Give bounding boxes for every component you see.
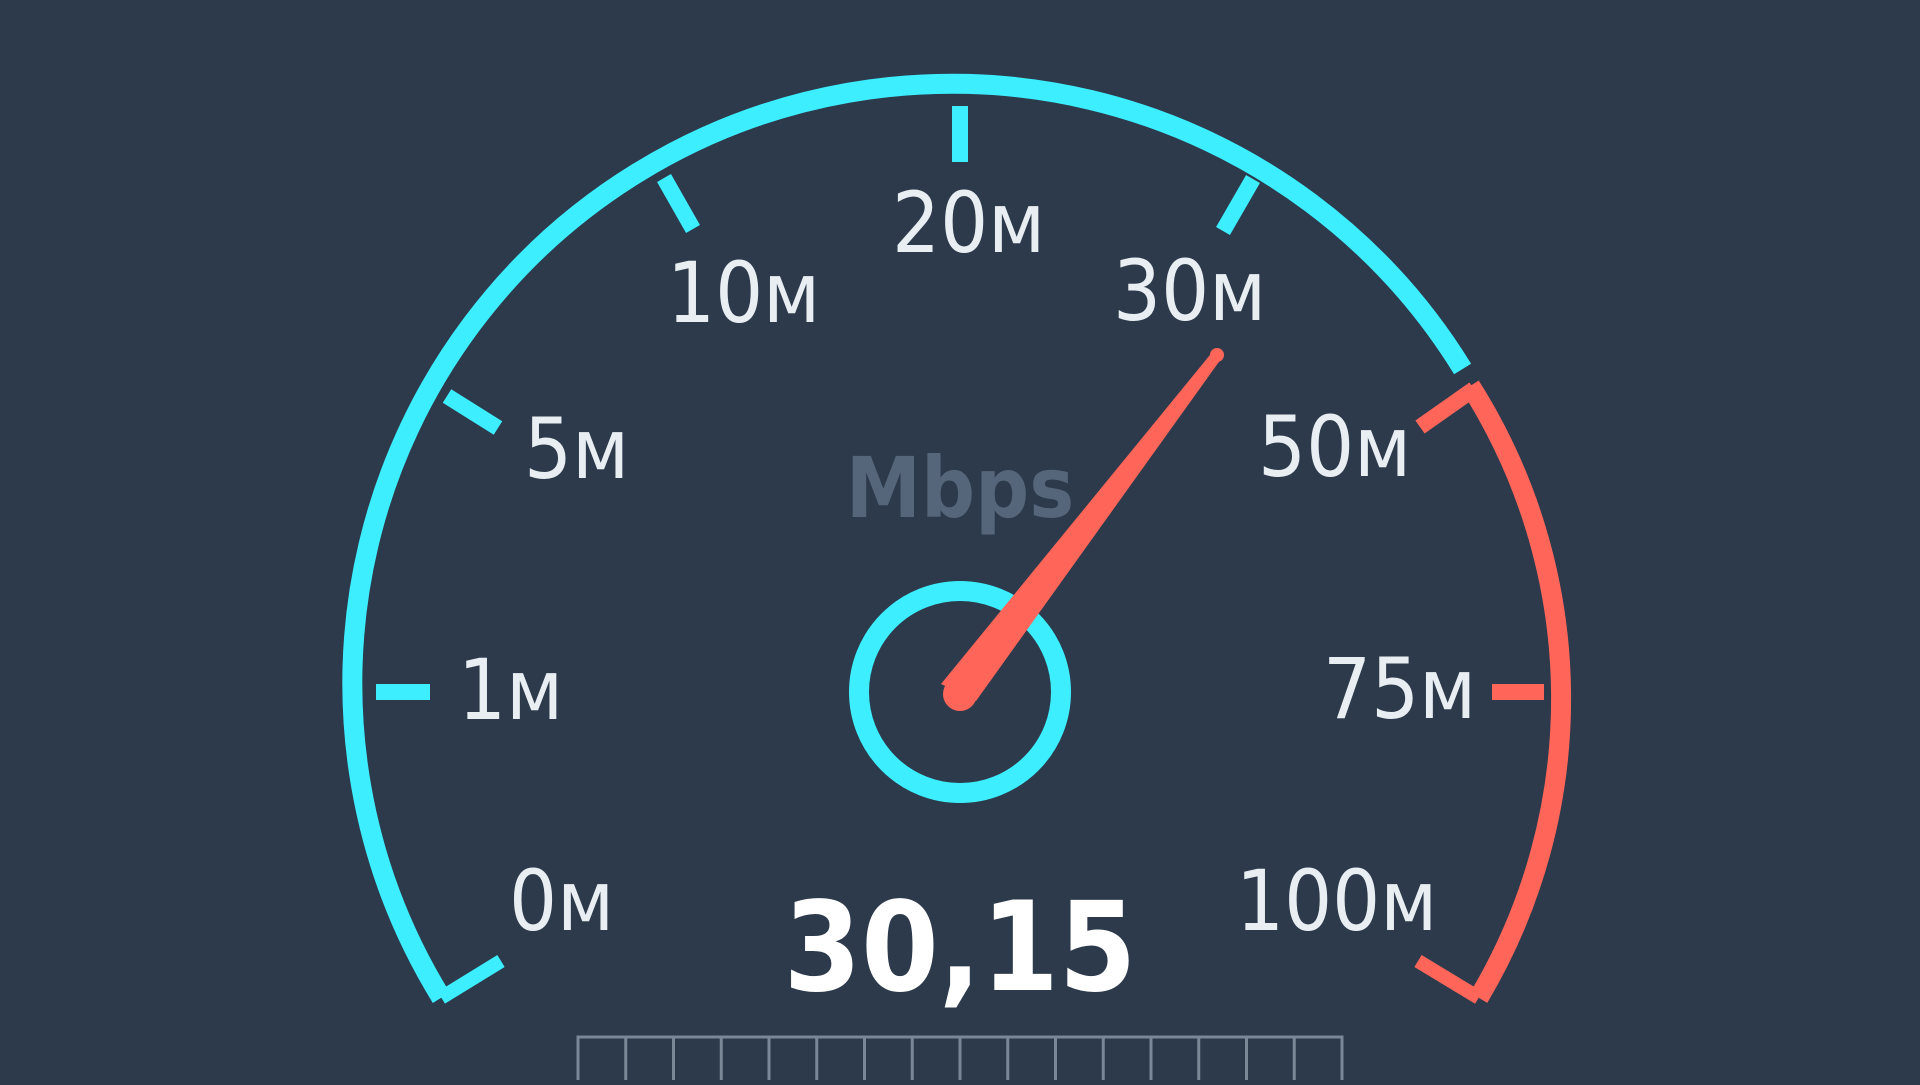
tick-5m <box>442 389 503 435</box>
scale-label-0m: 0м <box>509 852 614 950</box>
gauge-arc-high-range <box>1461 380 1572 1003</box>
scale-label-10m: 10м <box>667 244 820 342</box>
scale-label-100m: 100м <box>1236 852 1437 950</box>
gauge-end-cap-right <box>1414 955 1483 1004</box>
scale-label-50m: 50м <box>1258 398 1411 496</box>
tick-50m <box>1415 382 1479 434</box>
unit-label: Mbps <box>846 439 1074 537</box>
progress-segment-bar <box>576 1035 1344 1085</box>
scale-label-75m: 75м <box>1323 640 1476 738</box>
gauge-end-cap-left <box>437 955 505 1004</box>
gauge-needle <box>941 348 1224 711</box>
gauge-hub-ring <box>849 581 1071 803</box>
gauge-arc-low-range <box>342 73 1472 1003</box>
scale-label-30m: 30м <box>1113 242 1266 340</box>
scale-label-1m: 1м <box>458 641 563 739</box>
tick-30m <box>1216 175 1260 235</box>
speed-reading: 30,15 <box>784 876 1137 1020</box>
tick-10m <box>657 174 700 233</box>
scale-label-5m: 5м <box>524 400 629 498</box>
scale-label-20m: 20м <box>892 174 1045 272</box>
